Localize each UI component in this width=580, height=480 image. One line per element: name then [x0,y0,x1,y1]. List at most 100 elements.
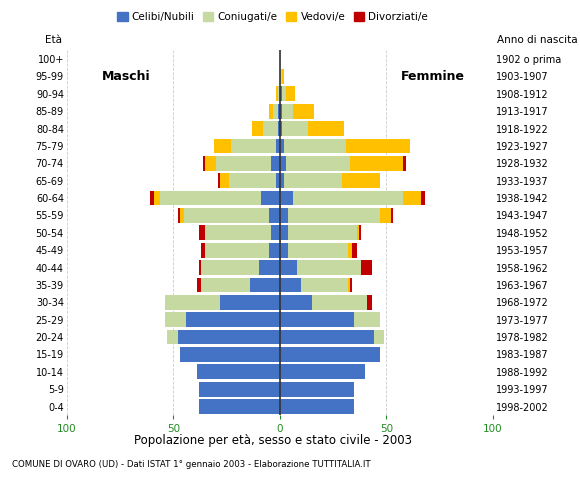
Text: Popolazione per età, sesso e stato civile - 2003: Popolazione per età, sesso e stato civil… [133,434,412,447]
Bar [280,260,297,275]
Bar [218,173,220,188]
Bar [358,226,361,240]
Bar [301,277,348,292]
Bar [350,277,352,292]
Bar [280,191,293,205]
Bar [205,226,271,240]
Bar [231,139,276,153]
Bar [287,86,295,101]
Bar [280,243,288,258]
Bar [269,104,273,119]
Text: Femmine: Femmine [401,70,465,83]
Bar [276,86,278,101]
Text: Età: Età [45,35,63,45]
Bar [197,277,201,292]
Bar [263,121,278,136]
Text: Anno di nascita: Anno di nascita [497,35,578,45]
Bar [269,243,280,258]
Bar [161,191,260,205]
Bar [199,260,201,275]
Bar [352,243,357,258]
Bar [346,139,410,153]
Text: Maschi: Maschi [102,70,151,83]
Bar [197,364,280,379]
Bar [180,347,280,362]
Bar [357,226,358,240]
Bar [280,69,282,84]
Bar [167,330,177,345]
Bar [203,156,205,171]
Bar [374,330,385,345]
Bar [201,277,250,292]
Bar [367,295,372,310]
Bar [199,382,280,396]
Bar [293,191,404,205]
Bar [280,347,380,362]
Bar [278,121,280,136]
Bar [354,312,380,327]
Bar [280,226,288,240]
Bar [280,139,284,153]
Bar [205,156,216,171]
Bar [342,173,380,188]
Bar [361,260,372,275]
Bar [180,208,184,223]
Bar [284,139,346,153]
Bar [150,191,154,205]
Bar [269,208,280,223]
Bar [154,191,161,205]
Bar [380,208,391,223]
Bar [307,121,344,136]
Bar [280,208,288,223]
Bar [280,312,354,327]
Bar [278,104,280,119]
Bar [293,104,314,119]
Bar [280,295,312,310]
Bar [184,208,269,223]
Bar [260,191,280,205]
Bar [280,86,282,101]
Bar [177,208,180,223]
Bar [216,156,271,171]
Bar [288,226,357,240]
Bar [220,173,229,188]
Bar [280,399,354,414]
Bar [278,86,280,101]
Bar [282,69,284,84]
Bar [220,295,280,310]
Bar [201,243,205,258]
Bar [282,86,287,101]
Bar [276,173,280,188]
Bar [177,330,280,345]
Bar [214,139,231,153]
Bar [280,382,354,396]
Bar [273,104,278,119]
Bar [280,330,374,345]
Bar [280,364,365,379]
Bar [280,156,287,171]
Bar [199,399,280,414]
Bar [348,243,352,258]
Bar [280,173,284,188]
Bar [280,277,301,292]
Bar [282,104,293,119]
Bar [280,121,282,136]
Bar [205,243,269,258]
Bar [252,121,263,136]
Bar [276,139,280,153]
Bar [287,156,350,171]
Bar [350,156,404,171]
Bar [271,156,280,171]
Legend: Celibi/Nubili, Coniugati/e, Vedovi/e, Divorziati/e: Celibi/Nubili, Coniugati/e, Vedovi/e, Di… [113,8,432,26]
Bar [404,191,420,205]
Bar [250,277,280,292]
Bar [229,173,276,188]
Bar [271,226,280,240]
Bar [165,295,220,310]
Bar [284,173,342,188]
Bar [288,208,380,223]
Bar [259,260,280,275]
Bar [404,156,405,171]
Bar [199,226,205,240]
Bar [165,312,186,327]
